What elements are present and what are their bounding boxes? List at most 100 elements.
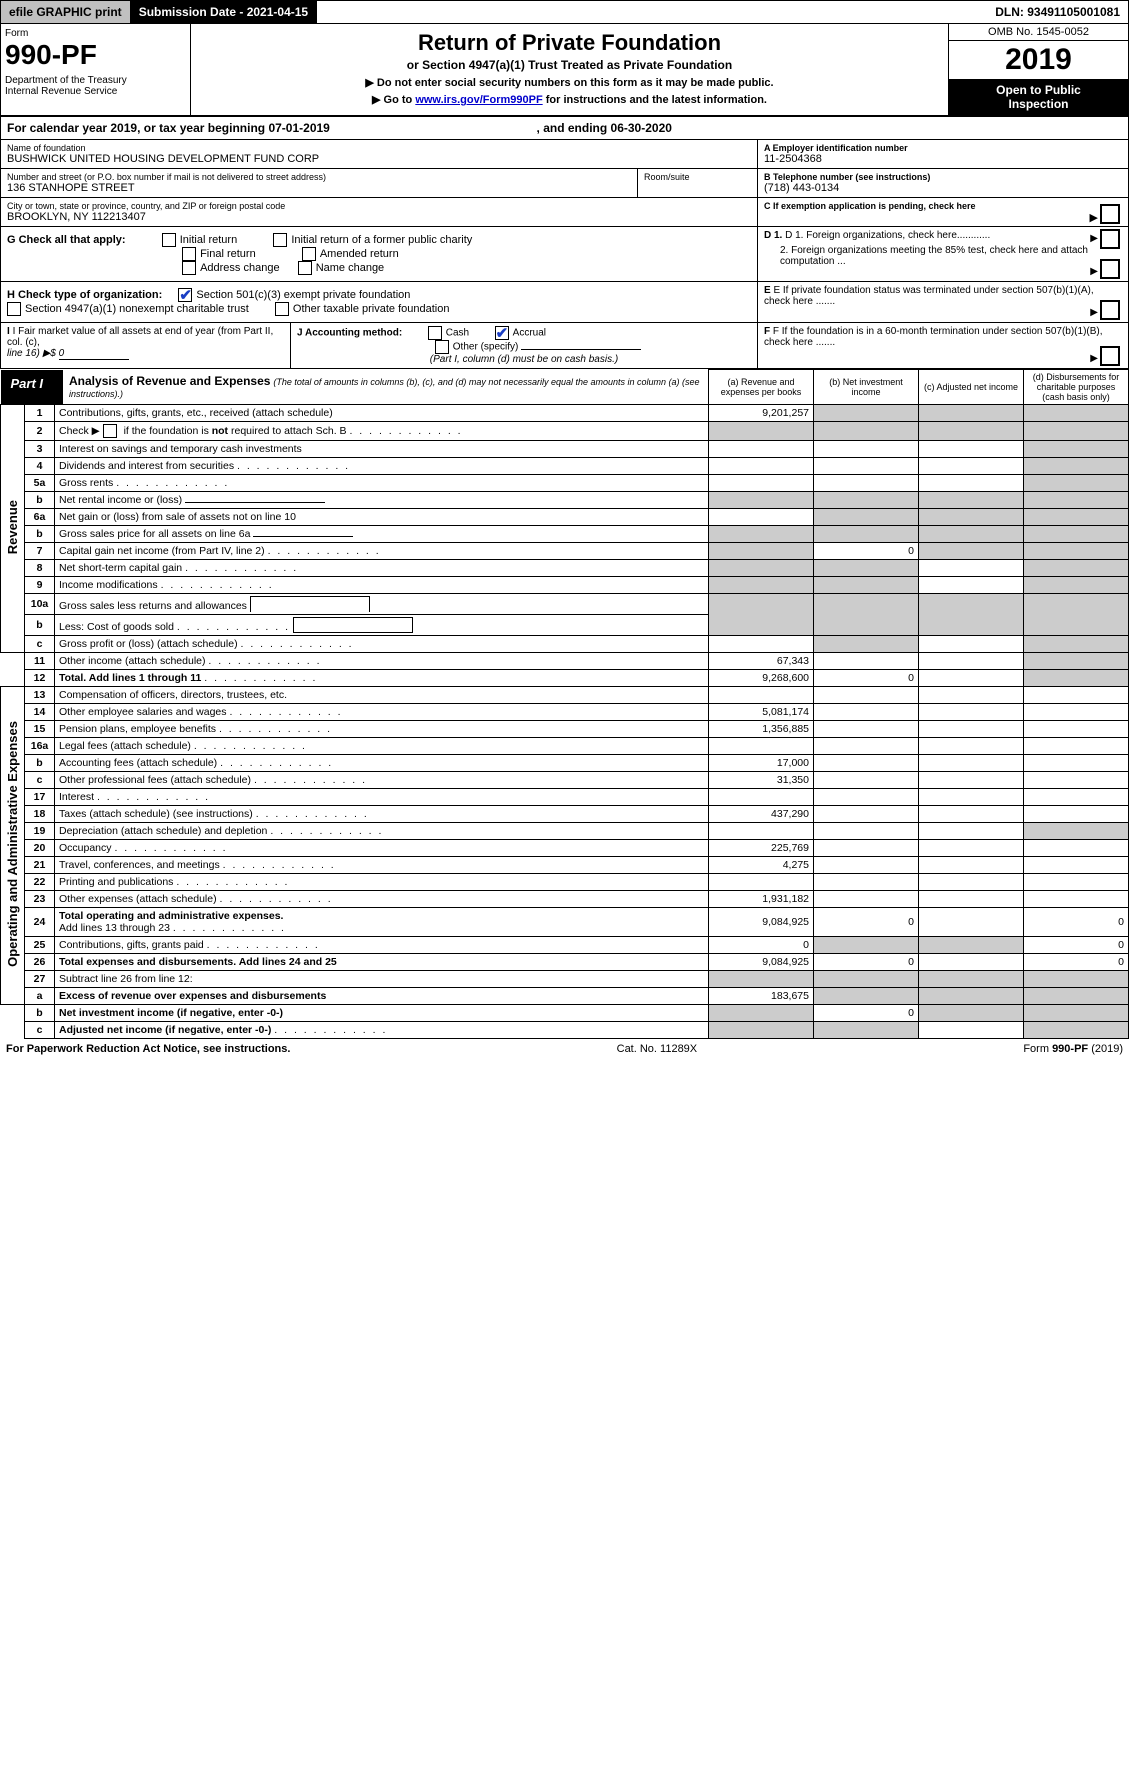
line-desc: Adjusted net income (if negative, enter … <box>55 1022 709 1039</box>
other-method-checkbox[interactable] <box>435 340 449 354</box>
col-c-header: (c) Adjusted net income <box>919 370 1024 405</box>
form-word: Form <box>5 28 186 39</box>
blank-cell <box>1024 1022 1129 1039</box>
amended-return-checkbox[interactable] <box>302 247 316 261</box>
sec4947-checkbox[interactable] <box>7 302 21 316</box>
lineno: 11 <box>25 653 55 670</box>
form-number: 990-PF <box>5 39 186 71</box>
return-subtitle: or Section 4947(a)(1) Trust Treated as P… <box>197 58 942 72</box>
initial-former-checkbox[interactable] <box>273 233 287 247</box>
line-desc: Taxes (attach schedule) (see instruction… <box>55 806 709 823</box>
line-amt-d: 0 <box>1024 908 1129 937</box>
city-label: City or town, state or province, country… <box>7 201 751 211</box>
line-amt-c <box>919 823 1024 840</box>
col-a-header: (a) Revenue and expenses per books <box>709 370 814 405</box>
line-amt-b <box>814 653 919 670</box>
calendar-year-line: For calendar year 2019, or tax year begi… <box>0 117 1129 140</box>
sch-b-checkbox[interactable] <box>103 424 117 438</box>
col-d-header: (d) Disbursements for charitable purpose… <box>1024 370 1129 405</box>
line-desc: Legal fees (attach schedule) <box>55 738 709 755</box>
table-row: 25Contributions, gifts, grants paid 00 <box>1 937 1129 954</box>
line-desc: Excess of revenue over expenses and disb… <box>55 988 709 1005</box>
line-desc: Interest on savings and temporary cash i… <box>55 441 709 458</box>
goto-pre: ▶ Go to <box>372 94 415 106</box>
line-amt-b: 0 <box>814 543 919 560</box>
line-desc: Dividends and interest from securities <box>55 458 709 475</box>
line-amt-d <box>1024 755 1129 772</box>
table-row: bGross sales price for all assets on lin… <box>1 526 1129 543</box>
line-amt-c <box>919 874 1024 891</box>
cal-begin: 07-01-2019 <box>268 121 329 135</box>
line-amt-a: 9,084,925 <box>709 954 814 971</box>
name-change-checkbox[interactable] <box>298 261 312 275</box>
table-row: 20Occupancy 225,769 <box>1 840 1129 857</box>
blank-cell <box>709 492 814 509</box>
line-amt-a: 31,350 <box>709 772 814 789</box>
cash-checkbox[interactable] <box>428 326 442 340</box>
line-desc: Other income (attach schedule) <box>55 653 709 670</box>
table-row: bNet rental income or (loss) <box>1 492 1129 509</box>
addr-change-checkbox[interactable] <box>182 261 196 275</box>
blank-cell <box>919 526 1024 543</box>
initial-return-checkbox[interactable] <box>162 233 176 247</box>
line-amt-a <box>709 636 814 653</box>
line-desc: Subtract line 26 from line 12: <box>55 971 709 988</box>
lineno: 26 <box>25 954 55 971</box>
j-label: J Accounting method: <box>297 328 402 339</box>
table-row: 2 Check ▶ if the foundation is not requi… <box>1 422 1129 441</box>
sec501-checkbox[interactable] <box>178 288 192 302</box>
ein-label: A Employer identification number <box>764 143 1122 153</box>
other-taxable-checkbox[interactable] <box>275 302 289 316</box>
line-desc: Net short-term capital gain <box>55 560 709 577</box>
table-row: 21Travel, conferences, and meetings 4,27… <box>1 857 1129 874</box>
line-amt-c <box>919 560 1024 577</box>
line-amt-b <box>814 738 919 755</box>
expenses-vertical-label: Operating and Administrative Expenses <box>1 687 25 1005</box>
submission-date: Submission Date - 2021-04-15 <box>131 1 317 23</box>
f-checkbox[interactable] <box>1100 346 1120 366</box>
other-specify-field[interactable] <box>521 349 641 350</box>
blank-cell <box>919 543 1024 560</box>
line-desc: Gross profit or (loss) (attach schedule) <box>55 636 709 653</box>
i-fmv-value: 0 <box>59 348 129 360</box>
line-amt-b <box>814 789 919 806</box>
goto-post: for instructions and the latest informat… <box>543 94 767 106</box>
irs-link[interactable]: www.irs.gov/Form990PF <box>415 94 542 106</box>
blank-cell <box>919 1005 1024 1022</box>
blank-cell <box>814 1022 919 1039</box>
blank-cell <box>1024 441 1129 458</box>
net-rental-field[interactable] <box>185 502 325 503</box>
lineno: 5a <box>25 475 55 492</box>
line-amt-b <box>814 772 919 789</box>
lineno: b <box>25 755 55 772</box>
arrow-icon: ▶ <box>1090 266 1098 277</box>
topbar-spacer <box>317 1 987 23</box>
line-amt-b <box>814 840 919 857</box>
line-desc: Pension plans, employee benefits <box>55 721 709 738</box>
d1-checkbox[interactable] <box>1100 229 1120 249</box>
d2-checkbox[interactable] <box>1100 259 1120 279</box>
accrual-checkbox[interactable] <box>495 326 509 340</box>
final-return-checkbox[interactable] <box>182 247 196 261</box>
lineno: 13 <box>25 687 55 704</box>
line-amt-b <box>814 441 919 458</box>
gross-sales-field[interactable] <box>253 536 353 537</box>
sec4947-label: Section 4947(a)(1) nonexempt charitable … <box>25 303 249 315</box>
line-desc: Printing and publications <box>55 874 709 891</box>
blank-cell <box>709 594 814 636</box>
efile-print-button[interactable]: efile GRAPHIC print <box>1 1 131 23</box>
header-left: Form 990-PF Department of the Treasury I… <box>1 24 191 115</box>
table-row: 4Dividends and interest from securities <box>1 458 1129 475</box>
blank-cell <box>1024 653 1129 670</box>
line-amt-c <box>919 755 1024 772</box>
h-e-block: H Check type of organization: Section 50… <box>0 282 1129 323</box>
blank-cell <box>814 971 919 988</box>
lineno: c <box>25 772 55 789</box>
c-pending-checkbox[interactable] <box>1100 204 1120 224</box>
blank-cell <box>1024 971 1129 988</box>
table-row: 22Printing and publications <box>1 874 1129 891</box>
line-amt-b <box>814 823 919 840</box>
part1-title: Analysis of Revenue and Expenses <box>69 374 270 388</box>
e-checkbox[interactable] <box>1100 300 1120 320</box>
blank-cell <box>1024 823 1129 840</box>
